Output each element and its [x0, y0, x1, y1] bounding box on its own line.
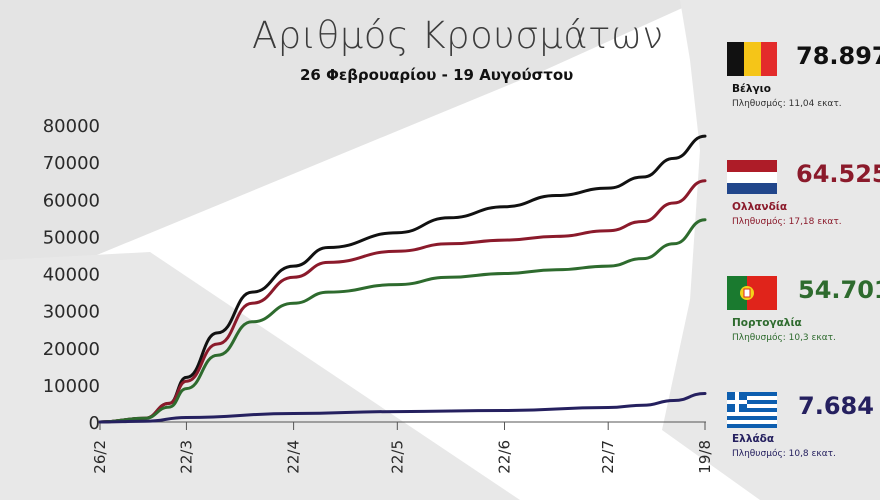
- netherlands-flag-icon: [727, 160, 777, 196]
- greece-flag-icon: [727, 392, 777, 428]
- legend-population: Πληθυσμός: 10,3 εκατ.: [732, 333, 836, 343]
- y-tick-label: 40000: [43, 265, 100, 286]
- x-tick-label: 22/6: [495, 440, 513, 474]
- x-tick-label: 22/4: [285, 440, 303, 474]
- y-tick-label: 0: [89, 413, 100, 434]
- y-axis-ticks: 0 10000 20000 30000 40000 50000 60000 70000 8000…: [43, 116, 100, 434]
- legend-population: Πληθυσμός: 10,8 εκατ.: [732, 449, 836, 459]
- legend-value: 7.684: [798, 392, 874, 420]
- background-wedge-bottom: [0, 252, 520, 500]
- y-tick-label: 70000: [43, 153, 100, 174]
- x-tick-label: 22/7: [599, 440, 617, 474]
- x-tick-label: 19/8: [696, 440, 714, 474]
- series-line-portugal: [98, 218, 707, 424]
- y-tick-label: 80000: [43, 116, 100, 137]
- chart-subtitle: 26 Φεβρουαρίου - 19 Αυγούστου: [300, 66, 574, 84]
- x-axis-ticks: 26/2 22/3 22/4 22/5 22/6 22/7 19/8: [91, 422, 714, 474]
- background-panel-right: [662, 0, 880, 500]
- series-line-netherlands: [98, 179, 707, 424]
- legend-country-name: Ελλάδα: [732, 433, 775, 445]
- x-tick-label: 26/2: [91, 440, 109, 474]
- legend-country-name: Πορτογαλία: [732, 317, 802, 329]
- y-tick-label: 20000: [43, 339, 100, 360]
- y-tick-label: 30000: [43, 302, 100, 323]
- series-lines: [98, 134, 707, 424]
- series-line-greece: [98, 392, 707, 424]
- portugal-flag-icon: [727, 276, 777, 312]
- legend-value: 54.701: [798, 276, 880, 304]
- y-tick-label: 60000: [43, 190, 100, 211]
- x-tick-label: 22/3: [177, 440, 195, 474]
- chart-title: Αριθμός Κρουσμάτων: [252, 14, 664, 57]
- legend-population: Πληθυσμός: 11,04 εκατ.: [732, 99, 842, 109]
- y-tick-label: 50000: [43, 227, 100, 248]
- x-tick-label: 22/5: [388, 440, 406, 474]
- legend-population: Πληθυσμός: 17,18 εκατ.: [732, 217, 842, 227]
- legend-value: 64.525: [796, 160, 880, 188]
- legend-value: 78.897: [796, 42, 880, 70]
- background-wedge-top: [0, 0, 700, 295]
- legend-country-name: Ολλανδία: [732, 201, 788, 213]
- legend-country-name: Βέλγιο: [732, 83, 771, 95]
- y-tick-label: 10000: [43, 376, 100, 397]
- belgium-flag-icon: [727, 42, 777, 78]
